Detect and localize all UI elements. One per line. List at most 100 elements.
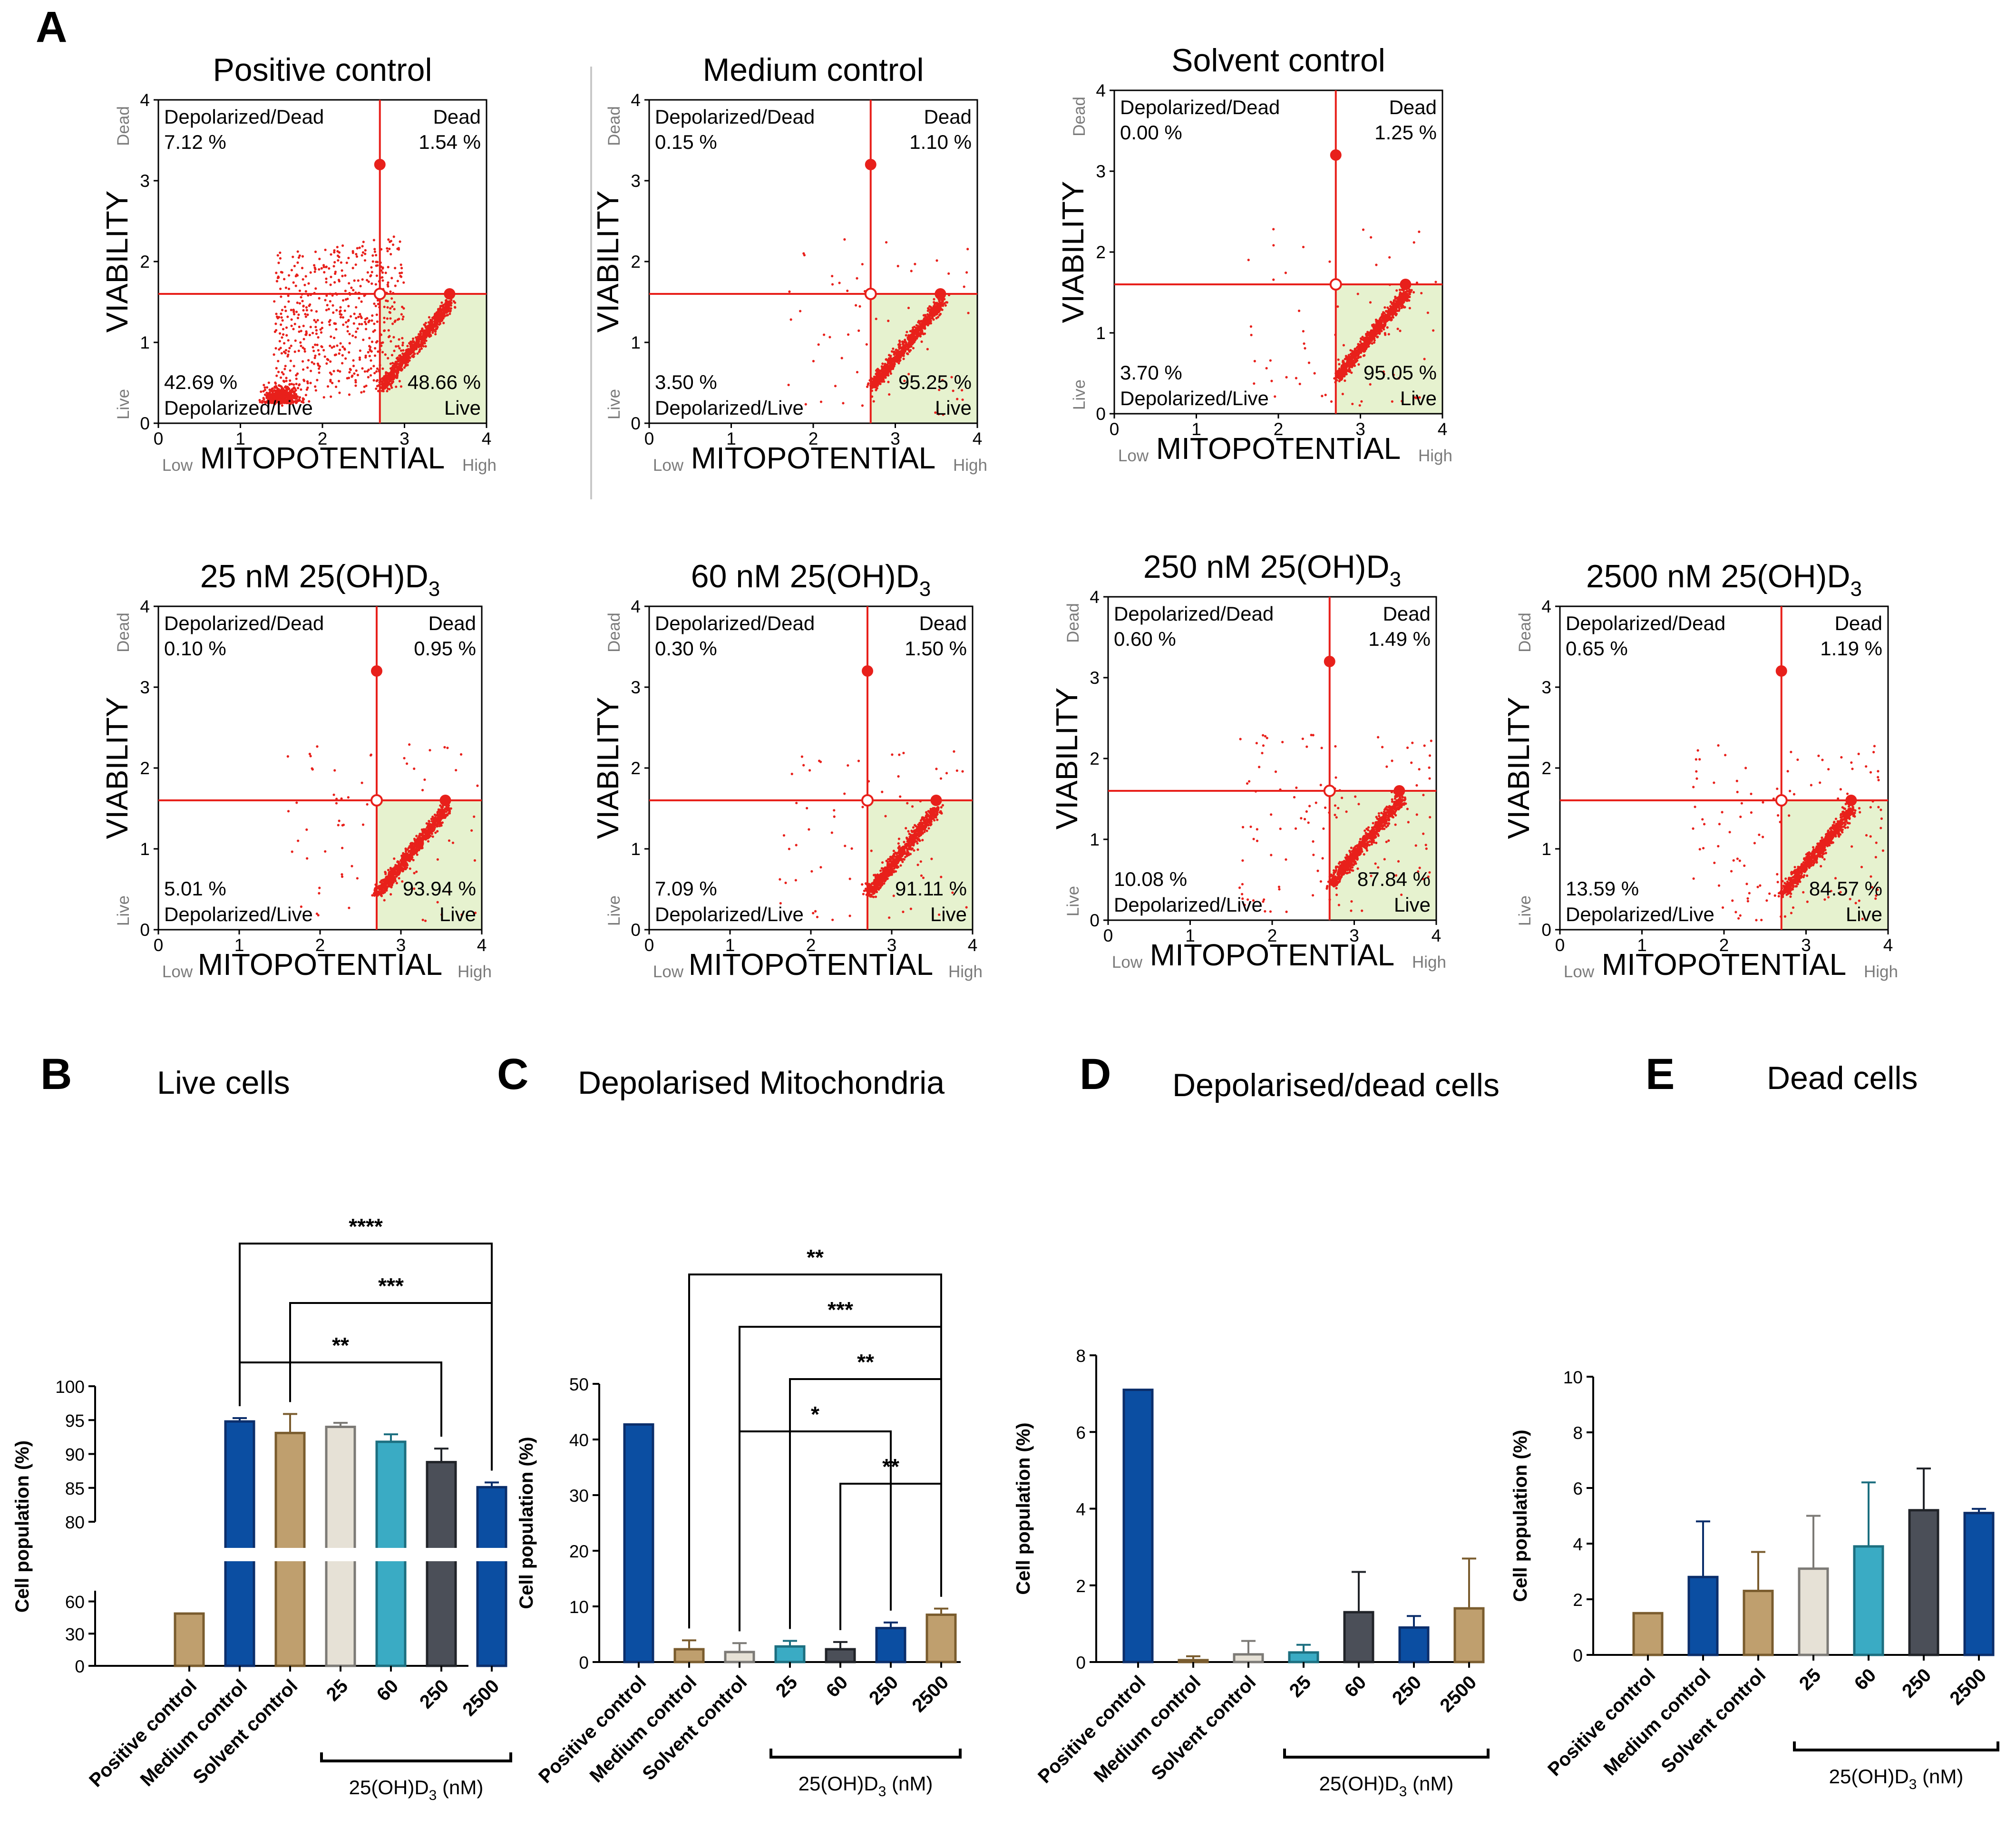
scatter-point: [1351, 357, 1353, 360]
scatter-point: [439, 305, 442, 307]
scatter-point: [281, 309, 283, 311]
scatter-point: [1285, 272, 1287, 274]
scatter-point: [1396, 310, 1399, 312]
scatter-point: [317, 362, 319, 365]
quadrant-label-depolarized-live: Depolarized/Live: [1120, 387, 1269, 409]
scatter-point: [354, 381, 357, 383]
scatter-point: [273, 300, 275, 302]
scatter-point: [428, 835, 430, 837]
scatter-point: [353, 322, 355, 325]
scatter-point: [386, 372, 388, 374]
scatter-point: [401, 344, 404, 346]
scatter-point: [333, 345, 335, 348]
scatter-point: [1375, 323, 1378, 325]
scatter-point: [419, 845, 421, 847]
scatter-point: [310, 309, 312, 311]
quadrant-percent-live: 48.66 %: [408, 371, 481, 393]
scatter-point: [330, 335, 332, 338]
scatter-point: [1365, 334, 1367, 336]
x-low-label: Low: [1118, 447, 1149, 465]
scatter-point: [799, 310, 801, 312]
scatter-point: [339, 306, 341, 309]
scatter-point: [820, 400, 822, 403]
scatter-point: [306, 313, 309, 316]
scatter-point: [446, 310, 448, 312]
scatter-point: [387, 266, 390, 268]
x-low-label: Low: [653, 456, 684, 475]
scatter-point: [339, 311, 341, 313]
scatter-point: [892, 348, 894, 350]
scatter-point: [877, 374, 880, 377]
scatter-point: [367, 369, 370, 371]
quadrant-percent-dead: 1.10 %: [909, 131, 972, 153]
quadrant-percent-depolarized-dead: 0.00 %: [1120, 121, 1182, 144]
scatter-point: [1350, 352, 1352, 355]
scatter-point: [288, 347, 291, 349]
scatter-point: [424, 920, 427, 922]
scatter-point: [347, 319, 350, 321]
scatter-point: [370, 266, 372, 269]
scatter-point: [395, 345, 397, 348]
scatter-point: [1272, 278, 1275, 281]
scatter-point: [282, 333, 284, 336]
scatter-point: [314, 343, 316, 346]
gate-right-handle: [935, 288, 946, 300]
scatter-point: [408, 360, 410, 362]
scatter-point: [326, 304, 329, 306]
scatter-point: [921, 329, 923, 331]
scatter-point: [384, 353, 387, 356]
scatter-point: [356, 247, 359, 249]
scatter-point: [293, 392, 295, 394]
plot-title-subscript: 3: [429, 577, 440, 601]
scatter-point: [323, 271, 325, 273]
scatter-point: [1388, 256, 1391, 259]
scatter-point: [330, 283, 332, 286]
scatter-point: [901, 354, 903, 357]
scatter-point: [370, 367, 372, 369]
scatter-point: [290, 309, 292, 311]
scatter-point: [1302, 330, 1305, 332]
scatter-point: [412, 347, 414, 350]
scatter-point: [838, 282, 840, 284]
scatter-point: [315, 310, 318, 312]
scatter-point: [393, 869, 395, 871]
scatter-point: [371, 254, 374, 257]
scatter-point: [337, 259, 339, 262]
scatter-point: [336, 250, 339, 253]
scatter-point: [386, 250, 389, 252]
scatter-point: [401, 858, 404, 860]
quadrant-label-depolarized-dead: Depolarized/Dead: [1120, 96, 1280, 118]
scatter-point: [947, 272, 950, 275]
scatter-point: [397, 865, 399, 868]
scatter-point: [400, 855, 403, 857]
scatter-point: [441, 806, 444, 808]
scatter-point: [1398, 301, 1401, 303]
scatter-point: [415, 835, 418, 837]
scatter-point: [307, 359, 310, 361]
scatter-point: [1369, 301, 1372, 303]
y-tick-label: 2: [631, 252, 641, 272]
quadrant-label-dead: Dead: [433, 106, 481, 128]
scatter-point: [397, 345, 399, 347]
scatter-point: [1270, 380, 1273, 382]
scatter-point: [445, 810, 448, 813]
scatter-point: [360, 323, 363, 325]
scatter-point: [295, 383, 298, 385]
scatter-point: [285, 377, 287, 379]
scatter-point: [399, 241, 401, 243]
scatter-point: [295, 378, 298, 380]
scatter-point: [345, 321, 347, 323]
scatter-point: [379, 885, 381, 887]
scatter-point: [341, 346, 344, 348]
scatter-point: [390, 383, 392, 385]
scatter-point: [386, 385, 388, 387]
x-axis-label: MITOPOTENTIAL: [200, 441, 445, 475]
scatter-point: [1394, 305, 1397, 308]
scatter-point: [367, 321, 370, 323]
scatter-point: [298, 350, 300, 352]
y-low-label: Live: [1070, 379, 1089, 410]
scatter-point: [935, 317, 938, 319]
scatter-point: [1395, 301, 1398, 304]
scatter-point: [375, 305, 377, 307]
scatter-point: [427, 823, 429, 825]
